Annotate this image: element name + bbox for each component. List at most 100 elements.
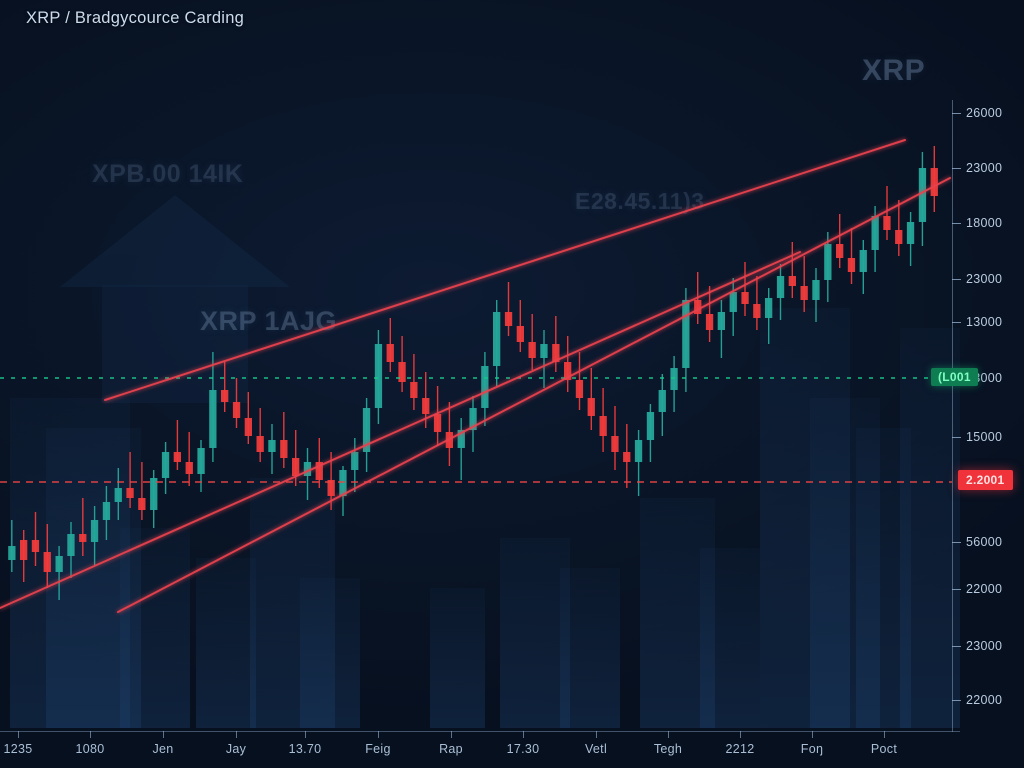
last-price-badge[interactable]: 2.2001: [958, 470, 1013, 490]
price-axis-tick: [952, 589, 961, 590]
candle-body[interactable]: [410, 382, 418, 398]
candle-body[interactable]: [504, 312, 513, 326]
price-axis-tick: [952, 542, 961, 543]
candle-body[interactable]: [906, 222, 915, 244]
candle-body[interactable]: [765, 298, 773, 318]
candle-body[interactable]: [918, 168, 927, 222]
candle-body[interactable]: [90, 520, 99, 542]
candle-body[interactable]: [292, 458, 300, 476]
candle-body[interactable]: [836, 244, 844, 258]
candle-body[interactable]: [623, 452, 631, 462]
candle-body[interactable]: [599, 416, 607, 436]
candle-body[interactable]: [327, 480, 335, 496]
candle-body[interactable]: [126, 488, 134, 498]
candle-body[interactable]: [67, 534, 75, 556]
candle-body[interactable]: [776, 276, 785, 298]
candle-body[interactable]: [197, 448, 205, 474]
time-axis-tick: [163, 731, 164, 738]
trendline[interactable]: [0, 251, 801, 609]
candle-body[interactable]: [173, 452, 181, 462]
time-axis-label: 2212: [725, 742, 755, 756]
candle-body[interactable]: [871, 216, 879, 250]
candle-body[interactable]: [717, 312, 725, 330]
candle-body[interactable]: [658, 390, 666, 412]
candle-body[interactable]: [847, 258, 856, 272]
candle-body[interactable]: [883, 216, 891, 230]
time-axis-label: 1080: [75, 742, 105, 756]
candle-body[interactable]: [398, 362, 406, 382]
candle-body[interactable]: [209, 390, 217, 448]
candle-body[interactable]: [457, 430, 465, 448]
candle-body[interactable]: [374, 344, 383, 408]
candle-body[interactable]: [422, 398, 430, 414]
time-axis-tick: [451, 731, 452, 738]
candle-body[interactable]: [31, 540, 40, 552]
candle-body[interactable]: [646, 412, 655, 440]
candle-body[interactable]: [516, 326, 524, 342]
candle-body[interactable]: [788, 276, 796, 286]
candle-body[interactable]: [232, 402, 241, 418]
candlestick-plot[interactable]: [0, 40, 952, 730]
time-axis-label: 17.30: [506, 742, 540, 756]
candle-body[interactable]: [575, 380, 584, 398]
candle-body[interactable]: [55, 556, 63, 572]
candle-body[interactable]: [351, 452, 359, 470]
price-axis-tick: [952, 700, 961, 701]
time-axis-tick: [740, 731, 741, 738]
candle-body[interactable]: [705, 314, 714, 330]
candle-body[interactable]: [79, 534, 87, 542]
candle-body[interactable]: [20, 540, 28, 560]
candle-body[interactable]: [540, 344, 548, 358]
candle-body[interactable]: [114, 488, 122, 502]
time-axis-label: Vetl: [584, 742, 608, 756]
candle-body[interactable]: [481, 366, 489, 408]
trendline[interactable]: [104, 139, 906, 401]
candle-body[interactable]: [812, 280, 820, 300]
candle-body[interactable]: [611, 436, 619, 452]
candle-body[interactable]: [824, 244, 832, 280]
candle-body[interactable]: [433, 414, 442, 432]
candle-body[interactable]: [339, 470, 347, 496]
resistance-price-badge[interactable]: (L001: [931, 368, 978, 386]
candle-body[interactable]: [256, 436, 264, 452]
time-axis-label: Jen: [152, 742, 174, 756]
candle-body[interactable]: [552, 344, 560, 362]
candle-body[interactable]: [564, 362, 572, 380]
candle-body[interactable]: [634, 440, 643, 462]
candle-body[interactable]: [469, 408, 477, 430]
candle-body[interactable]: [161, 452, 170, 478]
candle-body[interactable]: [150, 478, 158, 510]
candle-body[interactable]: [43, 552, 51, 572]
candle-body[interactable]: [185, 462, 193, 474]
candle-body[interactable]: [493, 312, 501, 366]
candle-body[interactable]: [895, 230, 903, 244]
candle-body[interactable]: [670, 368, 678, 390]
candle-body[interactable]: [930, 168, 938, 196]
candle-body[interactable]: [362, 408, 371, 452]
candle-body[interactable]: [528, 342, 536, 358]
candle-body[interactable]: [303, 462, 312, 476]
candle-body[interactable]: [244, 418, 252, 436]
candle-body[interactable]: [729, 292, 737, 312]
candle-body[interactable]: [741, 292, 749, 304]
price-axis-label: 22000: [966, 693, 1003, 707]
candle-body[interactable]: [694, 300, 702, 314]
time-axis-label: Feig: [365, 742, 391, 756]
candle-body[interactable]: [315, 462, 323, 480]
candle-body[interactable]: [587, 398, 595, 416]
time-axis-label: Jay: [225, 742, 247, 756]
candle-body[interactable]: [386, 344, 394, 362]
candle-body[interactable]: [753, 304, 761, 318]
candle-body[interactable]: [102, 502, 111, 520]
trendline[interactable]: [117, 177, 951, 613]
candle-body[interactable]: [682, 300, 690, 368]
candle-body[interactable]: [859, 250, 867, 272]
candle-body[interactable]: [138, 498, 146, 510]
time-axis-tick: [305, 731, 306, 738]
time-axis-label: Rap: [439, 742, 463, 756]
candle-body[interactable]: [268, 440, 276, 452]
candle-body[interactable]: [800, 286, 808, 300]
candle-body[interactable]: [8, 546, 16, 560]
candle-body[interactable]: [221, 390, 229, 402]
candle-body[interactable]: [280, 440, 288, 458]
